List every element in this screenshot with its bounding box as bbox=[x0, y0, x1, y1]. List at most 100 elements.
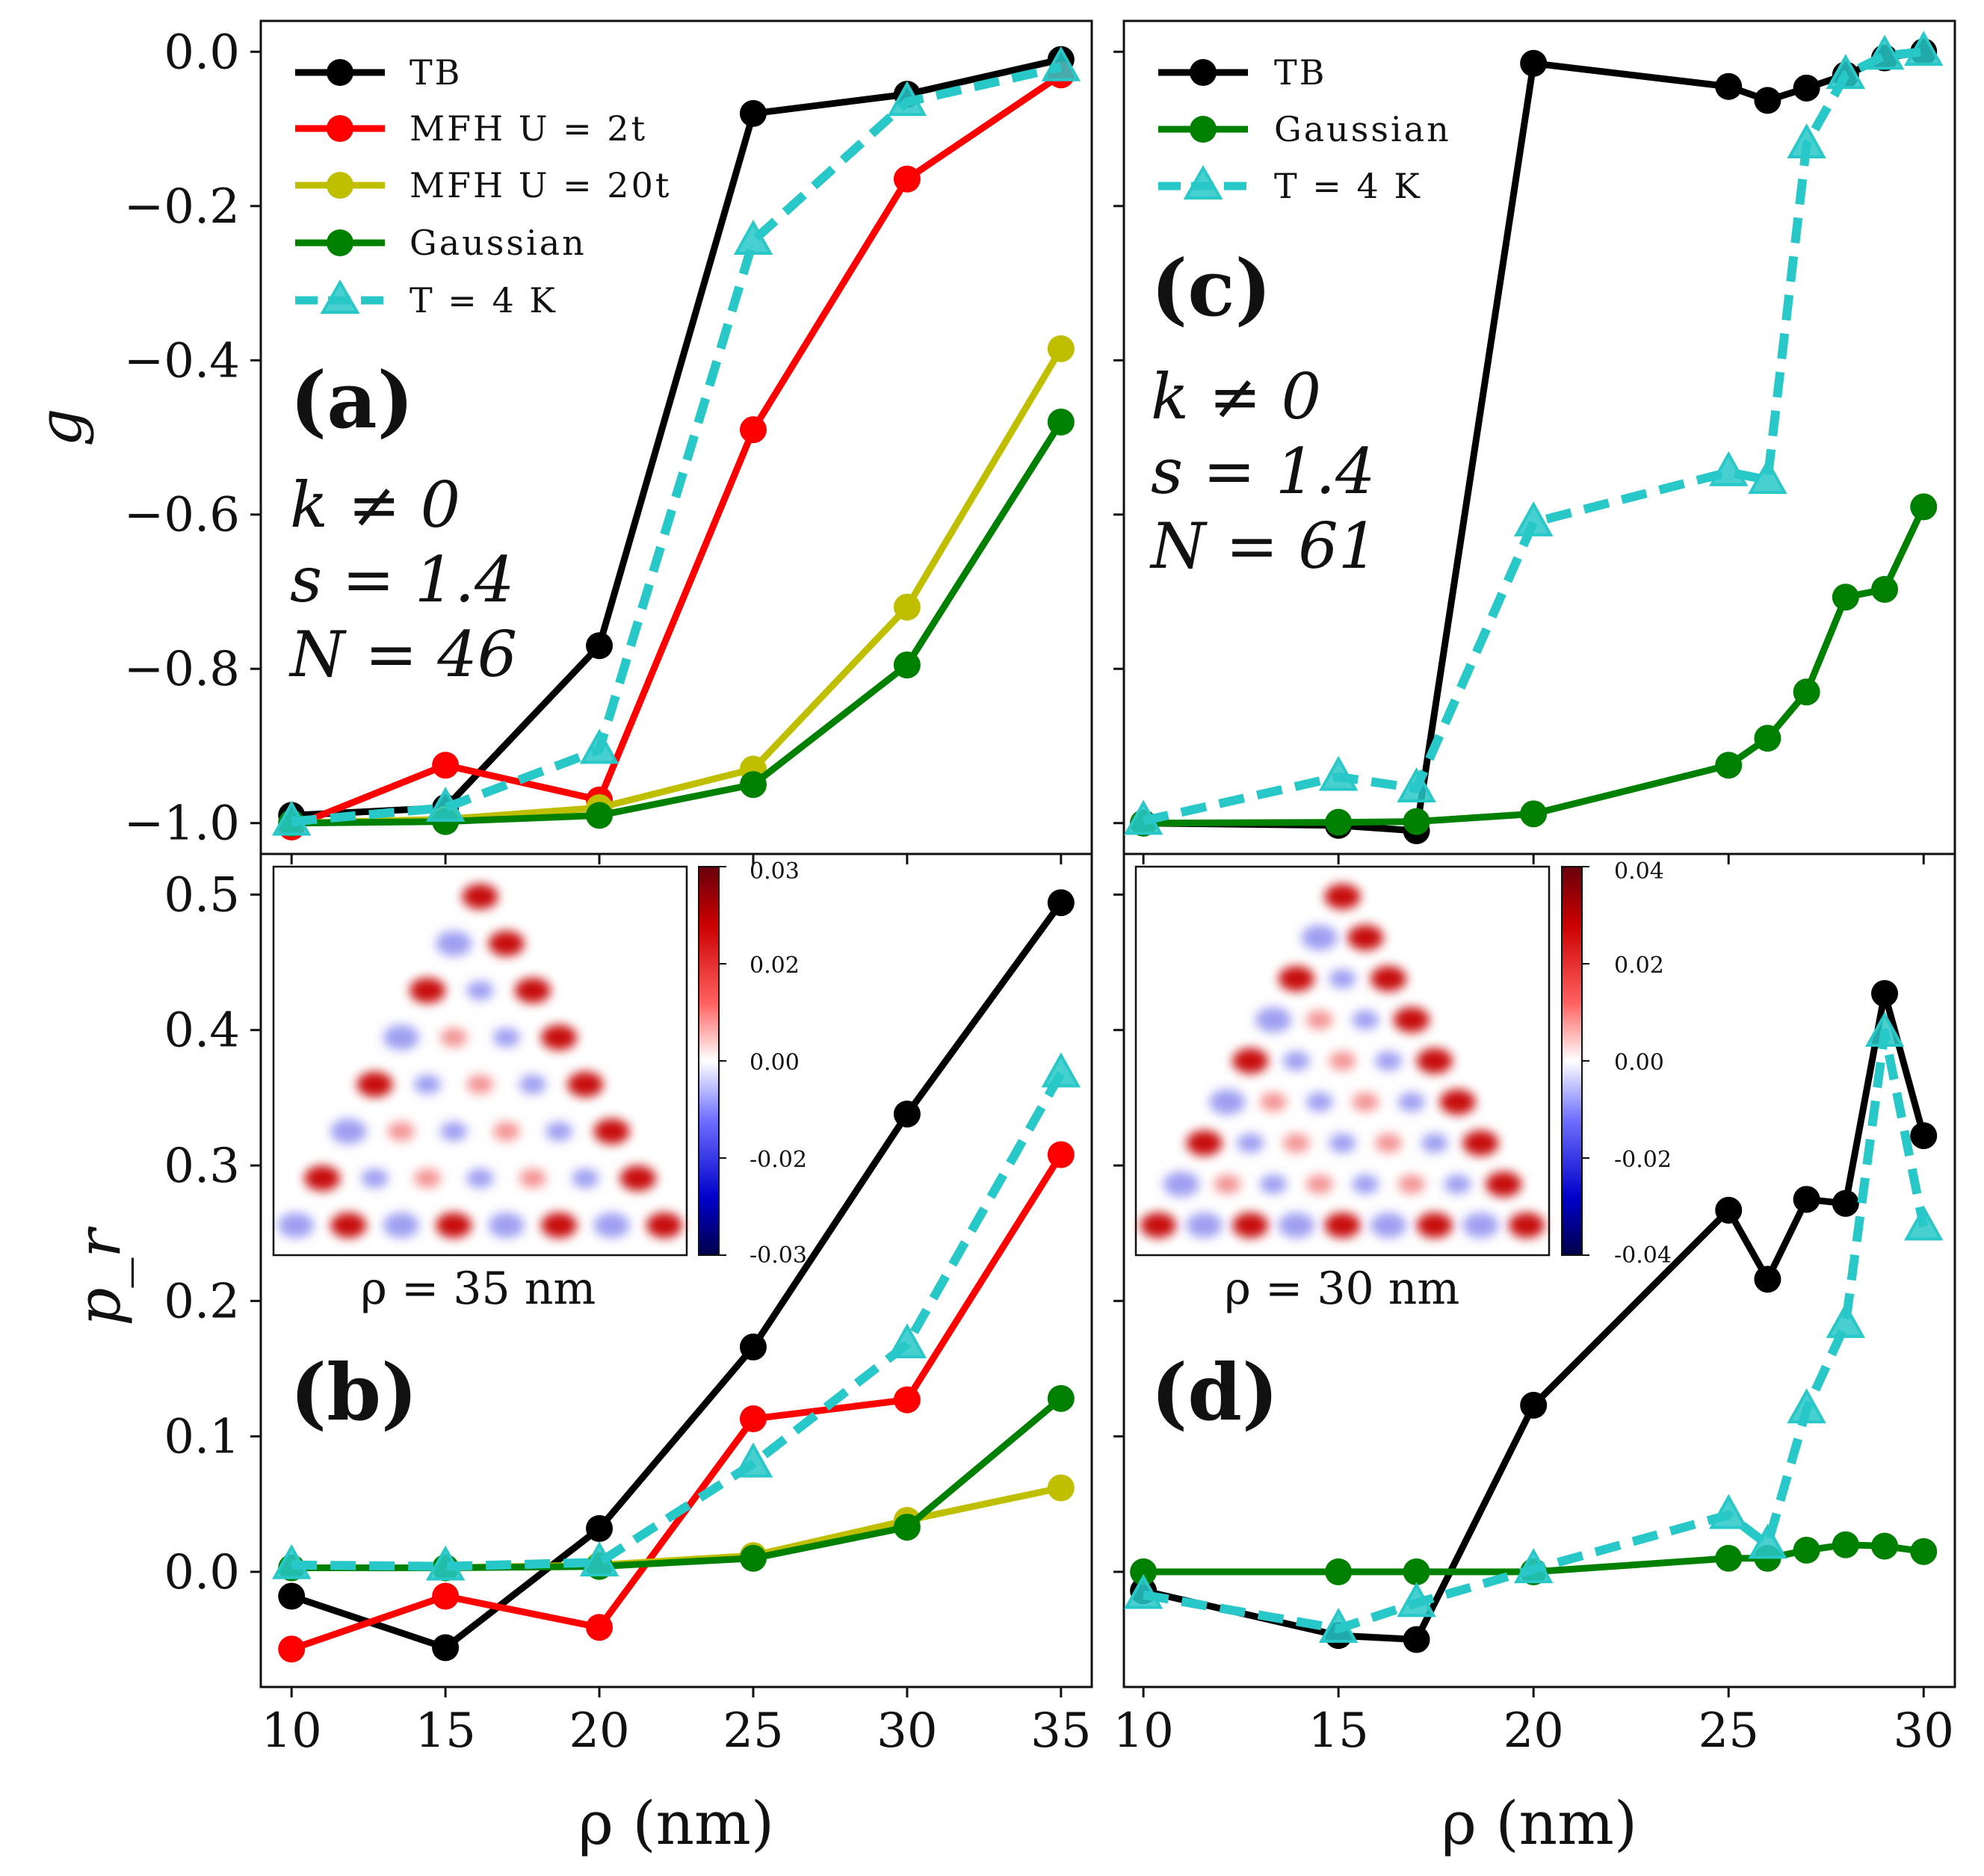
data-point-c-t-4-k bbox=[1123, 799, 1163, 835]
density-lobe bbox=[414, 1074, 442, 1095]
density-lobe bbox=[1282, 1133, 1310, 1153]
density-lobe bbox=[1329, 1051, 1356, 1071]
data-point-d-tb bbox=[1910, 1122, 1938, 1150]
series-line-c-gaussian bbox=[1143, 505, 1927, 827]
data-point-b-t-4-k bbox=[887, 1323, 927, 1359]
x-tick-label: 30 bbox=[1894, 1703, 1954, 1759]
panel-a-plot bbox=[271, 46, 1081, 841]
density-lobe bbox=[1416, 1048, 1453, 1074]
inset-b-cbar-tick: -0.02 bbox=[750, 1147, 807, 1173]
data-point-b-mfh-u-20t bbox=[1047, 1474, 1075, 1502]
data-point-b-tb bbox=[278, 1582, 306, 1610]
density-lobe bbox=[466, 1074, 494, 1095]
y-tick-label: 0.4 bbox=[164, 1003, 240, 1059]
inset-b-cbar-tick: 0.00 bbox=[750, 1050, 800, 1076]
density-lobe bbox=[383, 1024, 419, 1050]
density-lobe bbox=[1282, 1051, 1310, 1071]
data-point-d-t-4-k bbox=[1708, 1493, 1749, 1529]
params-c-s: s = 1.4 bbox=[1151, 435, 1375, 508]
y-tick-label: −1.0 bbox=[124, 796, 240, 852]
density-lobe bbox=[1260, 1092, 1288, 1112]
density-lobe bbox=[361, 1168, 389, 1189]
data-point-b-t-4-k bbox=[425, 1545, 466, 1581]
params-c-k: k ≠ 0 bbox=[1151, 360, 1321, 433]
data-point-a-gaussian bbox=[739, 771, 767, 799]
y-tick-label: 0.5 bbox=[164, 867, 240, 923]
inset-b-image-frame bbox=[272, 865, 688, 1257]
data-point-d-tb bbox=[1871, 979, 1899, 1007]
panel-letter-b: (b) bbox=[290, 1346, 418, 1438]
data-point-a-t-4-k bbox=[271, 800, 312, 836]
density-lobe bbox=[1375, 1051, 1403, 1071]
data-point-d-tb bbox=[1403, 1626, 1430, 1653]
inset-d: 0.04 0.02 0.00 -0.02 -0.04 ρ = 30 nm bbox=[1134, 858, 1672, 1315]
density-lobe bbox=[383, 1213, 419, 1238]
y-tick-label: −0.4 bbox=[124, 333, 240, 388]
data-point-c-gaussian bbox=[1715, 752, 1743, 779]
data-point-b-gaussian bbox=[1047, 1384, 1075, 1412]
data-point-b-mfh-u-2t bbox=[586, 1614, 614, 1641]
data-point-c-tb bbox=[1754, 87, 1781, 114]
y-tick-label: 0.0 bbox=[164, 1545, 240, 1600]
density-lobe bbox=[414, 1168, 442, 1189]
density-lobe bbox=[1301, 925, 1338, 950]
density-lobe bbox=[1462, 1130, 1499, 1156]
density-lobe bbox=[440, 1121, 468, 1142]
data-point-c-tb bbox=[1793, 74, 1820, 102]
data-point-c-t-4-k bbox=[1748, 459, 1787, 495]
density-lobe bbox=[572, 1168, 599, 1189]
density-lobe bbox=[1393, 1007, 1430, 1033]
density-lobe bbox=[1370, 1213, 1407, 1238]
density-lobe bbox=[1209, 1089, 1246, 1115]
density-lobe bbox=[1444, 1174, 1471, 1194]
density-lobe bbox=[1232, 1048, 1269, 1074]
panel-d-frame bbox=[1122, 852, 1956, 1688]
density-lobe bbox=[1375, 1133, 1403, 1153]
data-point-d-gaussian bbox=[1832, 1531, 1859, 1558]
series-line-a-t-4-k bbox=[291, 63, 1063, 826]
data-point-d-t-4-k bbox=[1748, 1523, 1787, 1559]
density-lobe bbox=[330, 1213, 367, 1238]
data-point-c-gaussian bbox=[1793, 678, 1820, 706]
data-point-d-gaussian bbox=[1910, 1538, 1938, 1565]
data-point-a-mfh-u-2t bbox=[893, 165, 921, 193]
density-lobe bbox=[1260, 1174, 1288, 1194]
legend-a-tb: TB bbox=[410, 52, 463, 93]
density-lobe bbox=[466, 1168, 494, 1189]
density-lobe bbox=[619, 1165, 656, 1192]
data-point-c-gaussian bbox=[1832, 583, 1859, 611]
data-point-b-mfh-u-2t bbox=[1047, 1141, 1075, 1168]
x-tick-label: 20 bbox=[569, 1703, 629, 1759]
density-lobe bbox=[1186, 1130, 1223, 1156]
series-line-d-t-4-k bbox=[1143, 1028, 1929, 1633]
panel-b-plot bbox=[271, 889, 1081, 1663]
data-point-d-t-4-k bbox=[1397, 1582, 1436, 1617]
data-point-d-tb bbox=[1832, 1189, 1859, 1217]
density-lobe bbox=[1305, 1174, 1333, 1194]
inset-d-density-map bbox=[1140, 884, 1545, 1238]
data-point-a-gaussian bbox=[893, 651, 921, 679]
data-point-d-gaussian bbox=[1715, 1544, 1743, 1572]
data-point-c-gaussian bbox=[1403, 808, 1430, 835]
inset-b-cbar-tick: -0.03 bbox=[750, 1242, 807, 1269]
data-point-b-tb bbox=[432, 1634, 460, 1662]
panel-b-frame bbox=[259, 852, 1093, 1688]
density-lobe bbox=[567, 1071, 604, 1098]
inset-b-caption: ρ = 35 nm bbox=[361, 1263, 596, 1315]
data-point-a-mfh-u-2t bbox=[739, 416, 767, 444]
data-point-d-gaussian bbox=[1793, 1536, 1820, 1564]
params-c-n: N = 61 bbox=[1149, 510, 1378, 583]
legend-c-tb: TB bbox=[1274, 52, 1327, 93]
panel-d-plot bbox=[1123, 979, 1944, 1653]
y-axis-title-pr: p_r bbox=[64, 1226, 134, 1326]
data-point-b-t-4-k bbox=[1041, 1052, 1081, 1088]
data-point-b-mfh-u-2t bbox=[432, 1582, 460, 1610]
density-lobe bbox=[1237, 1133, 1264, 1153]
data-point-b-mfh-u-2t bbox=[893, 1386, 921, 1414]
params-a-k: k ≠ 0 bbox=[290, 468, 460, 542]
y-tick-label: −0.8 bbox=[124, 642, 240, 697]
data-point-a-mfh-u-20t bbox=[893, 593, 921, 621]
data-point-b-gaussian bbox=[739, 1544, 767, 1572]
data-point-d-t-4-k bbox=[1513, 1548, 1554, 1584]
data-point-a-mfh-u-20t bbox=[1047, 335, 1075, 362]
